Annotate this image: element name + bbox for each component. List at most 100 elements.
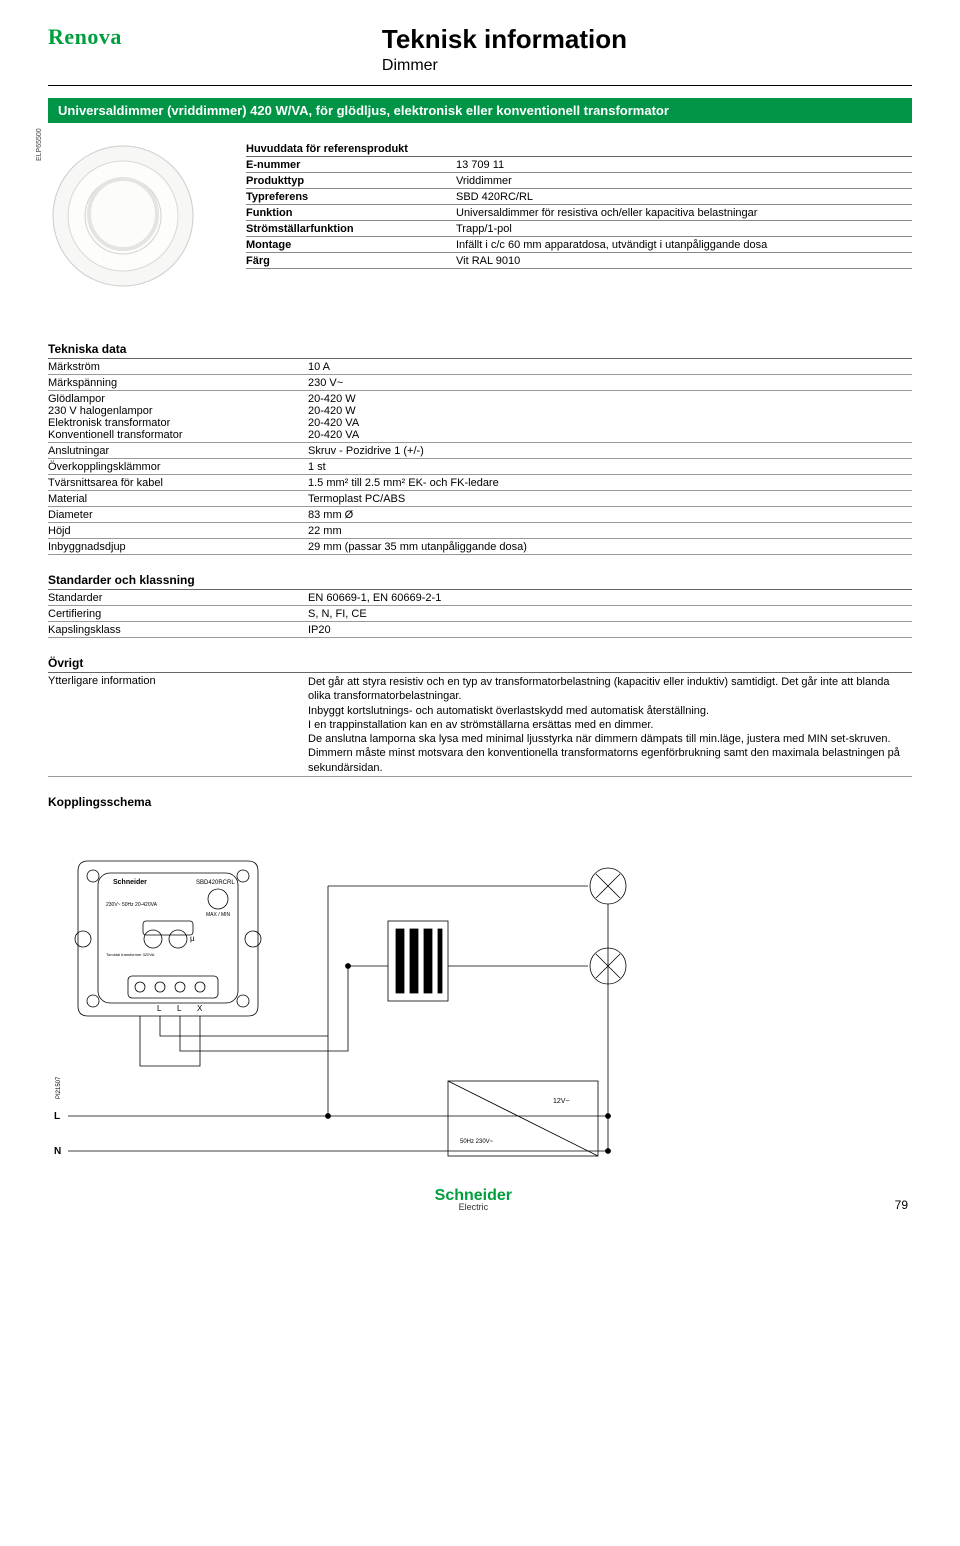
spec-label: Inbyggnadsdjup <box>48 539 308 555</box>
table-row: Inbyggnadsdjup29 mm (passar 35 mm utanpå… <box>48 539 912 555</box>
table-row: Höjd22 mm <box>48 523 912 539</box>
spec-value: Infällt i c/c 60 mm apparatdosa, utvändi… <box>456 237 912 253</box>
spec-label: Certifiering <box>48 606 308 622</box>
spec-value: 29 mm (passar 35 mm utanpåliggande dosa) <box>308 539 912 555</box>
schema-n: N <box>54 1146 61 1157</box>
table-row: E-nummer13 709 11 <box>246 157 912 173</box>
schema-torodal: Toroidal transformer 320VA <box>106 952 155 957</box>
tech-data-table: Märkström10 A Märkspänning230 V~ Glödlam… <box>48 359 912 555</box>
header: Renova Teknisk information Dimmer <box>48 24 912 75</box>
other-table: Ytterligare information Det går att styr… <box>48 673 912 777</box>
wiring-diagram-svg: Schneider SBD420RCRL MAX / MIN 230V~ 50H… <box>48 821 908 1181</box>
schema-heading: Kopplingsschema <box>48 777 912 811</box>
table-row: StandarderEN 60669-1, EN 60669-2-1 <box>48 590 912 606</box>
spec-label: Funktion <box>246 205 456 221</box>
spec-value: 230 V~ <box>308 375 912 391</box>
spec-label: Märkström <box>48 359 308 375</box>
spec-label: Strömställarfunktion <box>246 221 456 237</box>
table-row: ProdukttypVriddimmer <box>246 173 912 189</box>
table-row: MontageInfällt i c/c 60 mm apparatdosa, … <box>246 237 912 253</box>
page: Renova Teknisk information Dimmer Univer… <box>0 0 960 1224</box>
spec-value: 22 mm <box>308 523 912 539</box>
spec-value: Vit RAL 9010 <box>456 253 912 269</box>
spec-value: 10 A <box>308 359 912 375</box>
spec-label: Glödlampor 230 V halogenlampor Elektroni… <box>48 391 308 443</box>
spec-value: 13 709 11 <box>456 157 912 173</box>
table-row: Diameter83 mm Ø <box>48 507 912 523</box>
brand-logo: Renova <box>48 24 122 50</box>
spec-value: Trapp/1-pol <box>456 221 912 237</box>
main-spec-heading: Huvuddata för referensprodukt <box>246 141 912 157</box>
main-spec-column: Huvuddata för referensprodukt E-nummer13… <box>246 141 912 294</box>
image-ref: ELP65500 <box>36 128 43 161</box>
spec-value: EN 60669-1, EN 60669-2-1 <box>308 590 912 606</box>
spec-label: Anslutningar <box>48 443 308 459</box>
footer-logo-sub: Electric <box>435 1203 512 1211</box>
dimmer-knob-icon <box>48 141 198 291</box>
terminal-label: L <box>177 1004 182 1013</box>
other-heading: Övrigt <box>48 638 912 673</box>
spec-value: S, N, FI, CE <box>308 606 912 622</box>
spec-value: Skruv - Pozidrive 1 (+/-) <box>308 443 912 459</box>
table-row: Överkopplingsklämmor1 st <box>48 459 912 475</box>
spec-label: E-nummer <box>246 157 456 173</box>
schema-pi: PI21507 <box>56 1076 62 1099</box>
spec-label: Färg <box>246 253 456 269</box>
main-spec-table: Huvuddata för referensprodukt E-nummer13… <box>246 141 912 269</box>
spec-label: Diameter <box>48 507 308 523</box>
page-number: 79 <box>895 1198 908 1212</box>
table-row: KapslingsklassIP20 <box>48 622 912 638</box>
standards-heading: Standarder och klassning <box>48 555 912 590</box>
table-row: Märkspänning230 V~ <box>48 375 912 391</box>
wiring-diagram: Schneider SBD420RCRL MAX / MIN 230V~ 50H… <box>48 821 912 1181</box>
spec-value: 83 mm Ø <box>308 507 912 523</box>
spec-value: Det går att styra resistiv och en typ av… <box>308 673 912 777</box>
schema-50hz: 50Hz 230V~ <box>460 1139 494 1145</box>
schema-12v: 12V~ <box>553 1098 570 1105</box>
schema-maxmin: MAX / MIN <box>206 912 231 918</box>
table-row: FunktionUniversaldimmer för resistiva oc… <box>246 205 912 221</box>
table-row: StrömställarfunktionTrapp/1-pol <box>246 221 912 237</box>
spec-value: Vriddimmer <box>456 173 912 189</box>
terminal-label: X <box>197 1004 203 1013</box>
spec-value: SBD 420RC/RL <box>456 189 912 205</box>
schema-mu: µ <box>190 934 195 943</box>
table-row: Tvärsnittsarea för kabel1.5 mm² till 2.5… <box>48 475 912 491</box>
table-row: Glödlampor 230 V halogenlampor Elektroni… <box>48 391 912 443</box>
product-image-column: ELP65500 <box>48 141 218 294</box>
footer: Schneider Electric 79 <box>48 1189 912 1211</box>
spec-label: Tvärsnittsarea för kabel <box>48 475 308 491</box>
spec-label: Märkspänning <box>48 375 308 391</box>
spec-value: 1 st <box>308 459 912 475</box>
spec-label: Kapslingsklass <box>48 622 308 638</box>
table-row: AnslutningarSkruv - Pozidrive 1 (+/-) <box>48 443 912 459</box>
spec-label: Montage <box>246 237 456 253</box>
terminal-label: L <box>157 1004 162 1013</box>
schema-model: SBD420RCRL <box>196 880 235 886</box>
page-subtitle: Dimmer <box>382 57 627 75</box>
spec-value: 20-420 W 20-420 W 20-420 VA 20-420 VA <box>308 391 912 443</box>
spec-value: IP20 <box>308 622 912 638</box>
spec-label: Produkttyp <box>246 173 456 189</box>
page-title: Teknisk information <box>382 24 627 55</box>
footer-logo: Schneider Electric <box>435 1189 512 1211</box>
schema-rating: 230V~ 50Hz 20-420VA <box>106 902 158 908</box>
spec-label: Överkopplingsklämmor <box>48 459 308 475</box>
table-row: TypreferensSBD 420RC/RL <box>246 189 912 205</box>
table-row: Märkström10 A <box>48 359 912 375</box>
title-block: Teknisk information Dimmer <box>382 24 627 75</box>
spec-label: Höjd <box>48 523 308 539</box>
spec-value: Termoplast PC/ABS <box>308 491 912 507</box>
standards-table: StandarderEN 60669-1, EN 60669-2-1 Certi… <box>48 590 912 638</box>
product-row: ELP65500 Huvuddata för referensprodukt E… <box>48 141 912 294</box>
spec-value: 1.5 mm² till 2.5 mm² EK- och FK-ledare <box>308 475 912 491</box>
tech-data-heading: Tekniska data <box>48 324 912 359</box>
table-row: MaterialTermoplast PC/ABS <box>48 491 912 507</box>
table-row: Ytterligare information Det går att styr… <box>48 673 912 777</box>
spec-label: Ytterligare information <box>48 673 308 777</box>
section-bar: Universaldimmer (vriddimmer) 420 W/VA, f… <box>48 98 912 123</box>
spec-value: Universaldimmer för resistiva och/eller … <box>456 205 912 221</box>
spec-label: Standarder <box>48 590 308 606</box>
spec-label: Material <box>48 491 308 507</box>
table-row: CertifieringS, N, FI, CE <box>48 606 912 622</box>
